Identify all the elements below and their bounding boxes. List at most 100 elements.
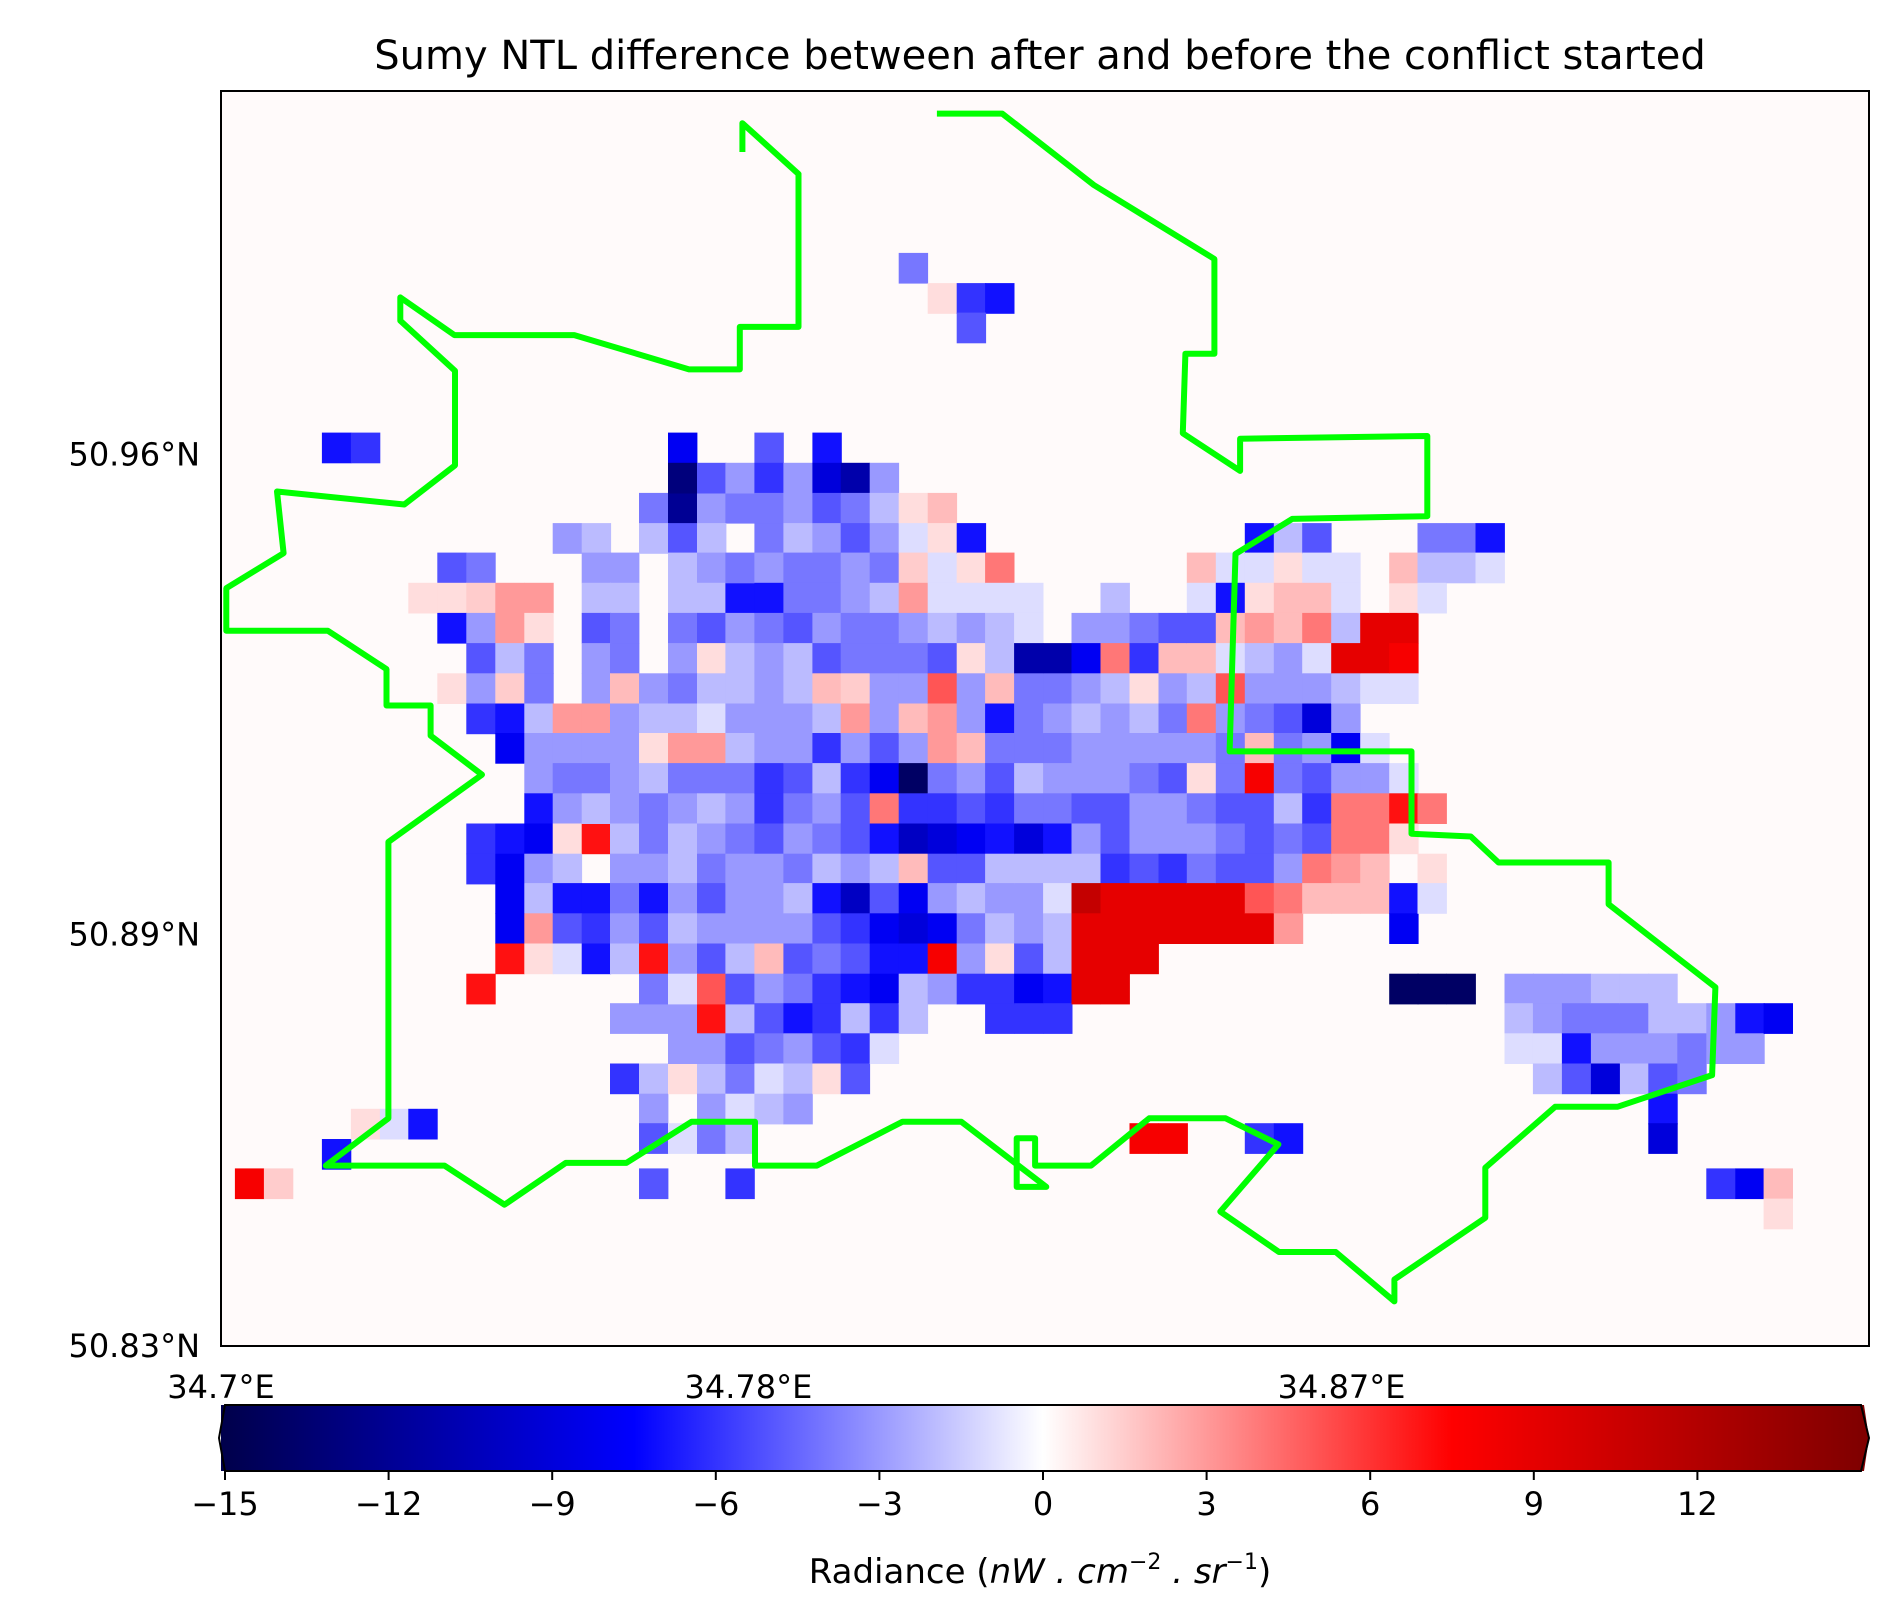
heatmap-cell — [812, 853, 842, 885]
heatmap-cell — [1532, 1063, 1563, 1095]
heatmap-cell — [869, 1003, 900, 1034]
heatmap-cell — [1590, 1003, 1621, 1034]
heatmap-cell — [840, 643, 871, 674]
heatmap-cell — [581, 703, 612, 735]
heatmap-cell — [869, 1033, 900, 1064]
heatmap-cell — [1360, 673, 1390, 704]
heatmap-cell — [639, 853, 669, 885]
heatmap-cell — [1302, 823, 1332, 855]
heatmap-cell — [1043, 733, 1073, 764]
heatmap-cell — [1677, 1003, 1707, 1034]
heatmap-cell — [1100, 973, 1130, 1005]
heatmap-cell — [754, 1063, 784, 1095]
heatmap-cell — [668, 1063, 698, 1095]
heatmap-cell — [754, 1003, 784, 1034]
heatmap-cell — [408, 582, 438, 614]
heatmap-cell — [869, 612, 900, 644]
heatmap-cell — [1446, 973, 1476, 1005]
heatmap-cell — [1158, 643, 1188, 674]
heatmap-cell — [1186, 793, 1217, 824]
heatmap-cell — [1360, 883, 1390, 914]
heatmap-cell — [581, 612, 612, 644]
heatmap-cell — [754, 1033, 784, 1064]
heatmap-cell — [1186, 823, 1217, 855]
heatmap-cell — [725, 1168, 755, 1200]
heatmap-cell — [869, 582, 900, 614]
chart-title: Sumy NTL difference between after and be… — [374, 33, 1705, 79]
heatmap-cell — [1244, 703, 1275, 735]
heatmap-cell — [927, 703, 958, 735]
heatmap-cell — [927, 883, 958, 914]
heatmap-cell — [1273, 703, 1304, 735]
heatmap-cell — [524, 643, 554, 674]
heatmap-cell — [812, 523, 842, 554]
heatmap-cell — [725, 883, 755, 914]
heatmap-cell — [840, 823, 871, 855]
heatmap-cell — [581, 582, 612, 614]
heatmap-cell — [668, 643, 698, 674]
heatmap-cell — [1043, 823, 1073, 855]
heatmap-cell — [754, 883, 784, 914]
heatmap-cell — [956, 823, 987, 855]
heatmap-cell — [697, 612, 727, 644]
heatmap-cell — [466, 973, 496, 1005]
heatmap-cell — [697, 1063, 727, 1095]
heatmap-cell — [495, 673, 525, 704]
heatmap-cell — [783, 552, 813, 584]
heatmap-cell — [581, 913, 612, 944]
heatmap-cell — [898, 973, 929, 1005]
heatmap-cell — [552, 853, 583, 885]
heatmap-cell — [668, 462, 698, 494]
heatmap-cell — [1014, 973, 1044, 1005]
heatmap-cell — [869, 823, 900, 855]
heatmap-cell — [697, 703, 727, 735]
heatmap-cell — [1100, 673, 1130, 704]
heatmap-cell — [725, 1123, 755, 1154]
heatmap-cell — [639, 973, 669, 1005]
heatmap-cell — [639, 1003, 669, 1034]
map-frame — [220, 90, 1870, 1347]
heatmap-cell — [956, 312, 987, 344]
heatmap-cell — [840, 582, 871, 614]
heatmap-cell — [812, 763, 842, 794]
heatmap-cell — [956, 582, 987, 614]
heatmap-cell — [898, 523, 929, 554]
heatmap-cell — [754, 793, 784, 824]
heatmap-cell — [985, 703, 1015, 735]
heatmap-cell — [1158, 823, 1188, 855]
heatmap-cell — [1244, 793, 1275, 824]
heatmap-cell — [1071, 643, 1101, 674]
heatmap-cell — [668, 552, 698, 584]
heatmap-cell — [985, 733, 1015, 764]
heatmap-cell — [1071, 943, 1101, 975]
heatmap-cell — [1043, 703, 1073, 735]
heatmap-cell — [1648, 1003, 1678, 1034]
heatmap-cell — [552, 883, 583, 914]
heatmap-cell — [552, 793, 583, 824]
heatmap-cell — [927, 492, 958, 524]
heatmap-cell — [668, 1003, 698, 1034]
heatmap-cell — [1389, 973, 1419, 1005]
heatmap-cell — [1071, 733, 1101, 764]
heatmap-cell — [1763, 1168, 1793, 1200]
heatmap-cell — [1706, 1168, 1736, 1200]
heatmap-cell — [1273, 793, 1304, 824]
heatmap-cell — [1215, 853, 1246, 885]
heatmap-cell — [754, 673, 784, 704]
heatmap-cell — [754, 492, 784, 524]
heatmap-cell — [1273, 763, 1304, 794]
heatmap-cell — [812, 823, 842, 855]
heatmap-cell — [812, 552, 842, 584]
heatmap-cell — [1158, 913, 1188, 944]
heatmap-cell — [495, 703, 525, 735]
heatmap-cell — [668, 763, 698, 794]
heatmap-cell — [1273, 823, 1304, 855]
heatmap-cell — [840, 793, 871, 824]
heatmap-cell — [985, 582, 1015, 614]
heatmap-cell — [1331, 582, 1361, 614]
heatmap-cell — [697, 883, 727, 914]
heatmap-cell — [1215, 582, 1246, 614]
heatmap-cell — [1389, 673, 1419, 704]
heatmap-cell — [466, 703, 496, 735]
heatmap-cell — [1446, 523, 1476, 554]
